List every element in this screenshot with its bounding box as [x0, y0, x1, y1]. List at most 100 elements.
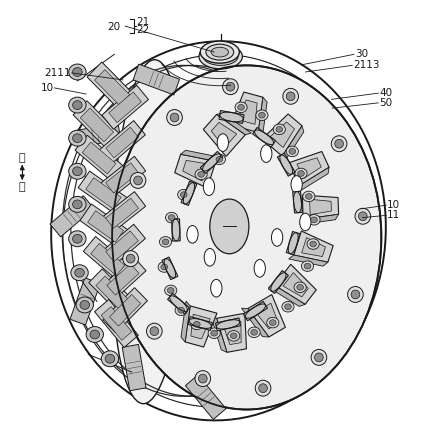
Polygon shape — [90, 243, 125, 276]
Polygon shape — [262, 114, 302, 156]
Text: 下: 下 — [19, 182, 25, 192]
Polygon shape — [73, 101, 121, 149]
Ellipse shape — [222, 79, 238, 95]
Polygon shape — [101, 307, 132, 340]
Text: 10: 10 — [387, 200, 400, 210]
Polygon shape — [289, 255, 328, 266]
Ellipse shape — [256, 110, 268, 120]
Ellipse shape — [73, 101, 82, 110]
Polygon shape — [106, 127, 139, 158]
Ellipse shape — [69, 163, 86, 179]
Ellipse shape — [76, 297, 94, 313]
Ellipse shape — [191, 319, 203, 329]
Polygon shape — [122, 345, 146, 391]
Ellipse shape — [167, 110, 182, 126]
Polygon shape — [188, 317, 212, 330]
Polygon shape — [277, 153, 295, 176]
Ellipse shape — [211, 47, 229, 57]
Ellipse shape — [235, 102, 247, 112]
Ellipse shape — [297, 285, 303, 290]
Ellipse shape — [259, 384, 267, 392]
Polygon shape — [96, 276, 128, 309]
Ellipse shape — [358, 212, 367, 221]
Polygon shape — [294, 231, 333, 262]
Polygon shape — [243, 301, 267, 321]
Polygon shape — [175, 154, 216, 188]
Ellipse shape — [73, 167, 82, 176]
Ellipse shape — [230, 333, 237, 339]
Polygon shape — [181, 301, 190, 342]
Polygon shape — [78, 171, 129, 215]
Text: 50: 50 — [379, 98, 392, 108]
Ellipse shape — [255, 380, 271, 396]
Ellipse shape — [211, 279, 222, 297]
Ellipse shape — [276, 127, 283, 132]
Ellipse shape — [90, 330, 100, 339]
Ellipse shape — [267, 317, 279, 328]
Polygon shape — [107, 264, 139, 295]
Text: 11: 11 — [387, 210, 400, 220]
Ellipse shape — [282, 301, 294, 312]
Ellipse shape — [270, 320, 276, 325]
Polygon shape — [256, 303, 278, 329]
Ellipse shape — [248, 327, 260, 337]
Ellipse shape — [195, 169, 207, 180]
Polygon shape — [297, 158, 321, 178]
Ellipse shape — [294, 282, 306, 293]
Ellipse shape — [69, 231, 86, 247]
Ellipse shape — [251, 329, 257, 335]
Ellipse shape — [198, 171, 205, 177]
Ellipse shape — [305, 194, 312, 199]
Ellipse shape — [134, 176, 142, 185]
Ellipse shape — [203, 178, 215, 195]
Ellipse shape — [180, 192, 187, 198]
Ellipse shape — [80, 301, 90, 309]
Polygon shape — [283, 273, 309, 297]
Text: 40: 40 — [379, 88, 392, 98]
Ellipse shape — [307, 239, 319, 250]
Polygon shape — [211, 123, 237, 148]
Ellipse shape — [199, 44, 243, 69]
Ellipse shape — [286, 92, 295, 101]
Ellipse shape — [311, 217, 317, 223]
Ellipse shape — [298, 170, 304, 176]
Ellipse shape — [167, 288, 174, 293]
Ellipse shape — [204, 249, 215, 266]
Ellipse shape — [300, 213, 311, 231]
Polygon shape — [271, 122, 295, 147]
Ellipse shape — [206, 44, 234, 60]
Text: 20: 20 — [107, 22, 120, 32]
Text: 30: 30 — [355, 49, 368, 59]
Ellipse shape — [178, 307, 184, 313]
Ellipse shape — [63, 55, 374, 407]
Polygon shape — [237, 100, 257, 124]
Ellipse shape — [289, 148, 296, 155]
Ellipse shape — [351, 290, 360, 299]
Polygon shape — [203, 115, 245, 156]
Ellipse shape — [162, 239, 169, 245]
Polygon shape — [80, 204, 131, 249]
Polygon shape — [258, 97, 267, 137]
Ellipse shape — [69, 97, 86, 113]
Ellipse shape — [210, 199, 249, 254]
Ellipse shape — [254, 259, 265, 277]
Ellipse shape — [75, 268, 84, 277]
Polygon shape — [89, 269, 135, 316]
Polygon shape — [185, 375, 226, 420]
Polygon shape — [191, 314, 210, 339]
Ellipse shape — [228, 331, 240, 341]
Ellipse shape — [238, 104, 244, 110]
Ellipse shape — [73, 200, 82, 209]
Polygon shape — [217, 113, 251, 135]
Text: 2113: 2113 — [353, 60, 380, 70]
Ellipse shape — [217, 134, 229, 151]
Polygon shape — [231, 92, 263, 132]
Ellipse shape — [112, 60, 187, 404]
Polygon shape — [180, 150, 221, 161]
Ellipse shape — [310, 241, 316, 247]
Polygon shape — [302, 195, 339, 219]
Ellipse shape — [146, 323, 162, 339]
Polygon shape — [106, 163, 139, 193]
Polygon shape — [302, 238, 326, 257]
Polygon shape — [94, 70, 130, 105]
